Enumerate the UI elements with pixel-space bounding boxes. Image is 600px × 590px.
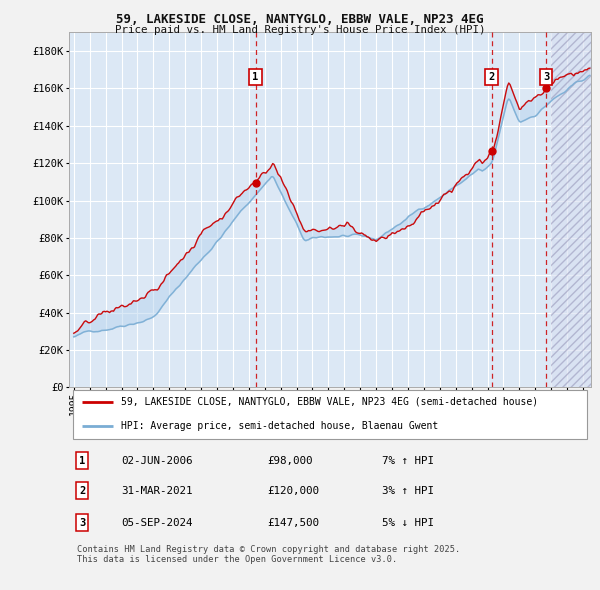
Text: Price paid vs. HM Land Registry's House Price Index (HPI): Price paid vs. HM Land Registry's House … bbox=[115, 25, 485, 35]
Text: 31-MAR-2021: 31-MAR-2021 bbox=[121, 486, 193, 496]
Bar bbox=[551, 32, 591, 388]
FancyBboxPatch shape bbox=[73, 389, 587, 438]
Text: 59, LAKESIDE CLOSE, NANTYGLO, EBBW VALE, NP23 4EG (semi-detached house): 59, LAKESIDE CLOSE, NANTYGLO, EBBW VALE,… bbox=[121, 397, 538, 407]
Text: £98,000: £98,000 bbox=[268, 455, 313, 466]
Text: 3: 3 bbox=[543, 72, 549, 82]
Text: HPI: Average price, semi-detached house, Blaenau Gwent: HPI: Average price, semi-detached house,… bbox=[121, 421, 439, 431]
Text: 02-JUN-2006: 02-JUN-2006 bbox=[121, 455, 193, 466]
Text: 5% ↓ HPI: 5% ↓ HPI bbox=[382, 517, 434, 527]
Text: Contains HM Land Registry data © Crown copyright and database right 2025.
This d: Contains HM Land Registry data © Crown c… bbox=[77, 545, 460, 564]
Text: 59, LAKESIDE CLOSE, NANTYGLO, EBBW VALE, NP23 4EG: 59, LAKESIDE CLOSE, NANTYGLO, EBBW VALE,… bbox=[116, 13, 484, 26]
Text: 1: 1 bbox=[79, 455, 85, 466]
Text: 3: 3 bbox=[79, 517, 85, 527]
Text: 1: 1 bbox=[253, 72, 259, 82]
Text: £120,000: £120,000 bbox=[268, 486, 319, 496]
Text: 2: 2 bbox=[488, 72, 494, 82]
Text: 7% ↑ HPI: 7% ↑ HPI bbox=[382, 455, 434, 466]
Text: 05-SEP-2024: 05-SEP-2024 bbox=[121, 517, 193, 527]
Text: 3% ↑ HPI: 3% ↑ HPI bbox=[382, 486, 434, 496]
Text: 2: 2 bbox=[79, 486, 85, 496]
Text: £147,500: £147,500 bbox=[268, 517, 319, 527]
